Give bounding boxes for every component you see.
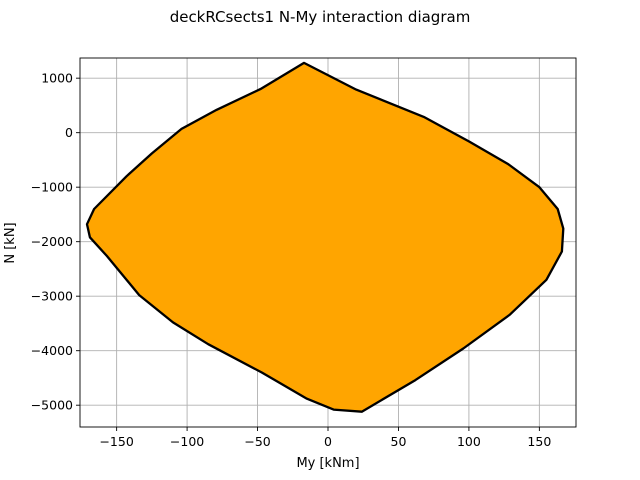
x-tick-label: −150 xyxy=(99,434,133,449)
x-tick-label: −50 xyxy=(244,434,270,449)
y-tick-label: −1000 xyxy=(31,180,73,195)
x-axis-label: My [kNm] xyxy=(296,456,359,471)
x-tick-label: −100 xyxy=(170,434,204,449)
y-tick-label: 1000 xyxy=(41,71,73,86)
y-tick-label: −4000 xyxy=(31,343,73,358)
y-tick-label: −3000 xyxy=(31,289,73,304)
y-tick-label: −5000 xyxy=(31,398,73,413)
y-axis-label: N [kN] xyxy=(3,222,18,263)
y-tick-label: 0 xyxy=(65,125,73,140)
x-axis-ticks: −150 −100 −50 0 50 100 150 xyxy=(99,427,551,449)
chart-title: deckRCsects1 N-My interaction diagram xyxy=(170,8,471,26)
x-tick-label: 100 xyxy=(457,434,481,449)
x-tick-label: 0 xyxy=(324,434,332,449)
x-tick-label: 150 xyxy=(527,434,551,449)
y-tick-label: −2000 xyxy=(31,234,73,249)
y-axis-ticks: −5000 −4000 −3000 −2000 −1000 0 1000 xyxy=(31,71,80,413)
interaction-envelope-area xyxy=(85,61,565,413)
x-tick-label: 50 xyxy=(391,434,407,449)
